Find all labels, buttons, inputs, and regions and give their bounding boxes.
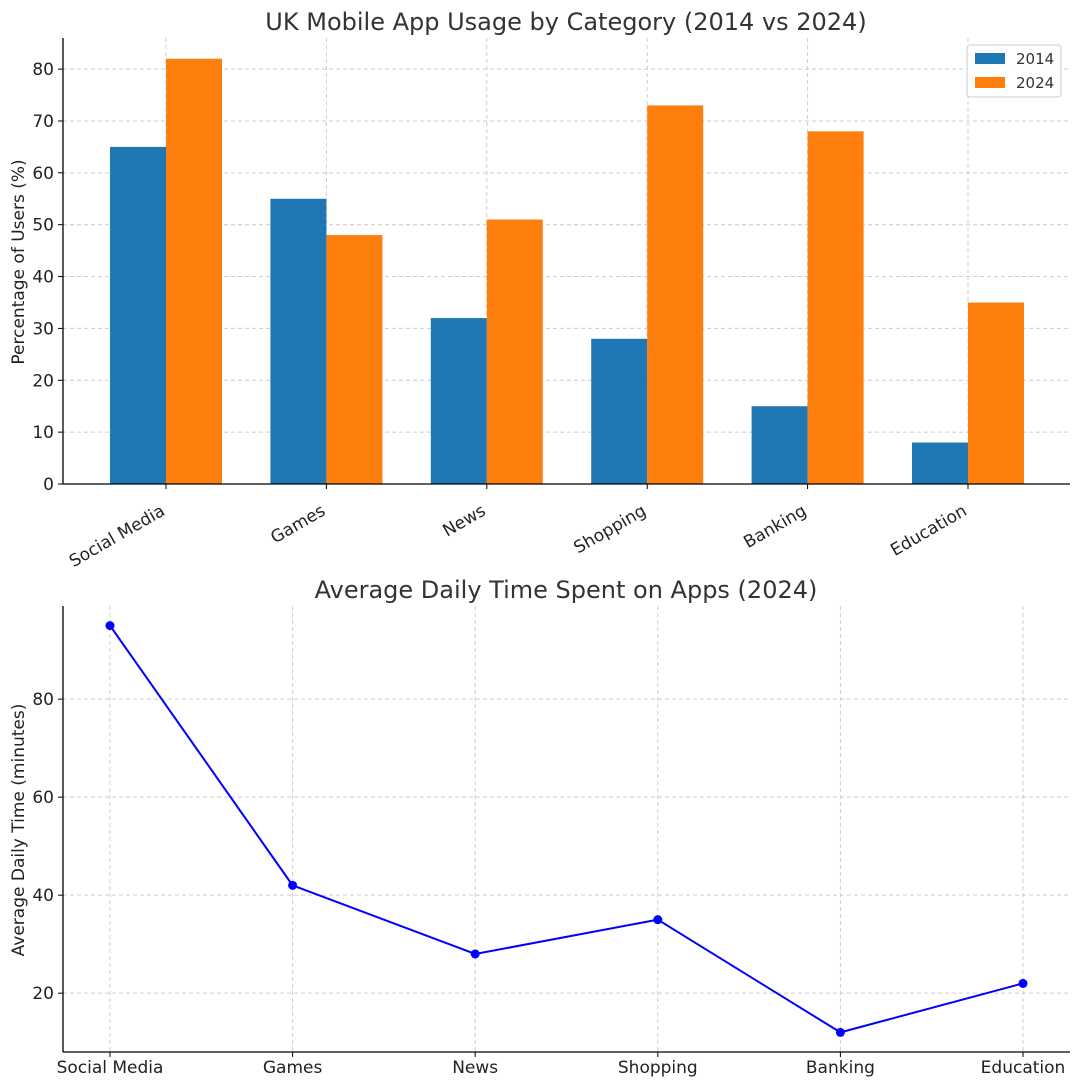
bar-ytick-label-30: 30: [32, 319, 54, 339]
bar-ytick-label-10: 10: [32, 423, 54, 443]
bar-ytick-label-60: 60: [32, 164, 54, 184]
line-chart: Average Daily Time Spent on Apps (2024) …: [9, 576, 1070, 1078]
line-chart-x-ticks: Social Media Games News Shopping Banking Educ…: [57, 1052, 1066, 1078]
bar-chart: UK Mobile App Usage by Category (2014 vs…: [9, 8, 1070, 572]
bar-2014-education: [912, 442, 968, 484]
line-chart-axes: [62, 606, 1070, 1053]
bar-xtick-label-games: Games: [267, 501, 329, 548]
line-point-news: [470, 949, 480, 959]
bar-2014-social-media: [110, 146, 166, 484]
bar-2014-news: [430, 318, 487, 484]
bar-2014-shopping: [591, 338, 648, 484]
line-xtick-label-news: News: [452, 1058, 498, 1078]
bar-ytick-label-20: 20: [32, 371, 54, 391]
bar-xtick-label-news: News: [440, 501, 490, 541]
line-ytick-label-40: 40: [32, 886, 54, 906]
bar-2024-education: [968, 302, 1024, 484]
bar-2014-games: [270, 198, 327, 484]
bar-chart-legend: 2014 2024: [966, 44, 1062, 98]
bar-xtick-label-banking: Banking: [740, 501, 810, 553]
line-series-path: [109, 625, 1024, 1034]
bar-ytick-label-70: 70: [32, 112, 54, 132]
line-chart-y-label: Average Daily Time (minutes): [9, 704, 29, 957]
bar-2024-news: [486, 219, 543, 484]
bar-ytick-label-50: 50: [32, 216, 54, 236]
bar-chart-y-ticks: 0 10 20 30 40 50 60 70 80: [32, 60, 63, 495]
line-chart-series: [105, 621, 1028, 1037]
line-chart-y-ticks: 20 40 60 80: [32, 690, 63, 1004]
line-xtick-label-games: Games: [263, 1058, 323, 1078]
line-point-education: [1018, 978, 1028, 988]
bar-ytick-label-80: 80: [32, 60, 54, 80]
bar-xtick-label-shopping: Shopping: [571, 501, 650, 558]
bar-2024-banking: [807, 131, 864, 485]
line-xtick-label-shopping: Shopping: [618, 1058, 698, 1078]
bar-chart-x-ticks: Social Media Games News Shopping Banking Educ…: [66, 484, 971, 572]
bar-2014-banking: [751, 406, 808, 484]
line-chart-title: Average Daily Time Spent on Apps (2024): [315, 576, 818, 604]
line-point-social-media: [105, 621, 115, 631]
bar-chart-y-label: Percentage of Users (%): [9, 159, 29, 364]
line-xtick-label-banking: Banking: [806, 1058, 875, 1078]
bar-xtick-label-social-media: Social Media: [66, 501, 169, 572]
bar-2024-games: [326, 235, 383, 484]
bar-2024-social-media: [166, 58, 222, 484]
bar-chart-title: UK Mobile App Usage by Category (2014 vs…: [265, 8, 866, 36]
legend-swatch-2014: [975, 53, 1005, 64]
bar-chart-axes: [62, 38, 1070, 485]
line-ytick-label-60: 60: [32, 788, 54, 808]
legend-label-2014: 2014: [1016, 50, 1054, 68]
line-point-games: [288, 880, 298, 890]
bar-2024-shopping: [647, 105, 704, 484]
legend-label-2024: 2024: [1016, 74, 1054, 92]
line-xtick-label-education: Education: [981, 1058, 1066, 1078]
line-point-banking: [835, 1027, 845, 1037]
line-ytick-label-20: 20: [32, 984, 54, 1004]
bar-xtick-label-education: Education: [887, 501, 970, 561]
legend-swatch-2024: [975, 77, 1005, 88]
line-ytick-label-80: 80: [32, 690, 54, 710]
bar-chart-bars: [110, 58, 1024, 485]
line-xtick-label-social-media: Social Media: [57, 1058, 164, 1078]
line-chart-grid: [63, 606, 1070, 1052]
bar-ytick-label-40: 40: [32, 268, 54, 288]
bar-ytick-label-0: 0: [43, 475, 54, 495]
line-point-shopping: [653, 915, 663, 925]
